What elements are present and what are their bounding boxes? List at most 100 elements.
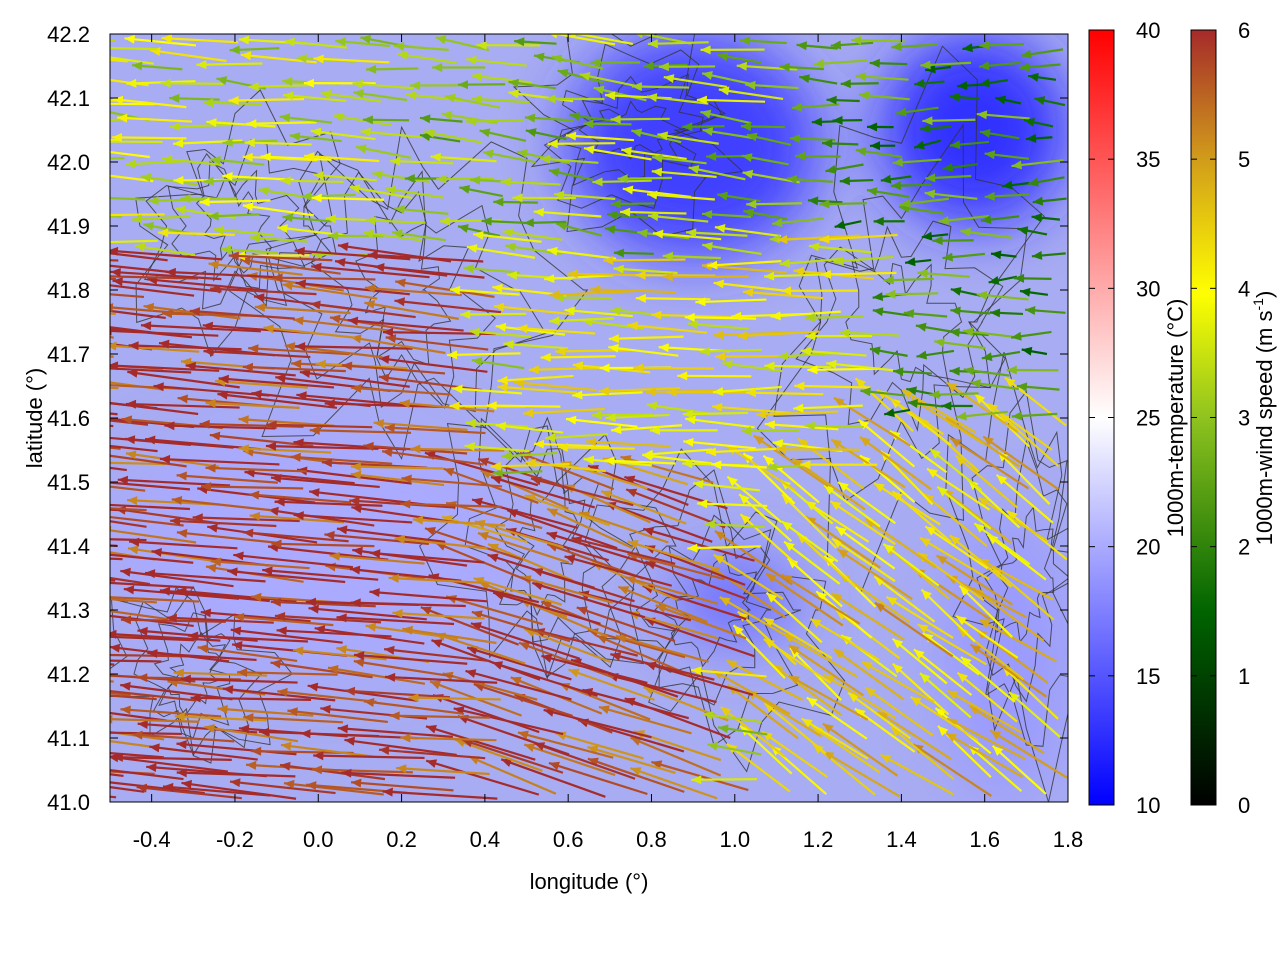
wind-vector (313, 54, 390, 64)
wind-vector (935, 554, 1014, 606)
wind-vector (788, 674, 869, 721)
wind-vector (920, 588, 976, 643)
wind-vector (687, 543, 761, 553)
wind-vector (858, 91, 910, 101)
x-tick-label: 1.8 (1053, 827, 1084, 852)
wind-vector (477, 531, 570, 564)
wind-vector (781, 493, 838, 549)
wind-vector (635, 293, 711, 303)
wind-vector (350, 778, 454, 792)
wind-vector (495, 421, 564, 434)
wind-vector (384, 423, 486, 435)
wind-vector (608, 334, 684, 344)
wind-vector (110, 157, 125, 160)
wind-vector (989, 729, 1068, 779)
wind-vector (557, 442, 635, 452)
wind-vector (203, 98, 262, 108)
wind-vector (825, 163, 864, 174)
x-tick-label: 1.2 (803, 827, 834, 852)
wind-vector (684, 312, 757, 322)
wind-vector (110, 711, 168, 722)
wind-vector (110, 118, 125, 122)
wind-vector (630, 767, 718, 800)
wind-vector (366, 64, 419, 74)
wind-vector (1011, 411, 1058, 421)
wind-vector (353, 658, 454, 678)
wind-vector (861, 660, 935, 704)
wind-vector (110, 99, 124, 103)
wind-vector (611, 424, 682, 435)
wind-vector (279, 761, 386, 781)
wind-vector (576, 606, 676, 643)
wind-vector (218, 374, 335, 389)
wind-vector (540, 352, 616, 362)
wind-vector (895, 106, 939, 117)
wind-vector (110, 579, 116, 582)
wind-vector (117, 113, 192, 123)
wind-vector (764, 271, 831, 281)
wind-vector (883, 408, 911, 418)
wind-vector (369, 588, 488, 603)
wind-vector (237, 668, 338, 677)
wind-vector (110, 635, 119, 639)
wind-vector (891, 42, 938, 52)
wind-vector (514, 37, 557, 47)
wind-vector (372, 170, 430, 183)
wind-vector (756, 409, 839, 419)
wind-vector (381, 448, 484, 466)
wind-vector (410, 444, 505, 454)
wind-vector (396, 50, 457, 64)
wind-vector (583, 119, 632, 129)
wind-vector (110, 752, 164, 759)
wind-vector (714, 224, 782, 238)
wind-vector (266, 420, 373, 430)
wind-vector (199, 197, 271, 207)
wind-vector (111, 132, 187, 142)
wind-vector (919, 672, 972, 719)
wind-vector (204, 724, 299, 743)
wind-vector (835, 525, 896, 570)
wind-vector (110, 596, 200, 603)
wind-vector (808, 242, 872, 254)
wind-vector (593, 85, 647, 102)
wind-vector (982, 435, 1059, 491)
wind-vector (110, 267, 222, 281)
wind-vector (110, 58, 128, 63)
wind-vector (796, 532, 857, 589)
wind-vector (425, 759, 540, 796)
wind-vector (378, 746, 486, 760)
wind-vector (732, 624, 786, 679)
wind-vector (497, 383, 577, 394)
wind-vector (745, 80, 799, 90)
wind-vector (655, 604, 747, 640)
wind-vector (180, 674, 298, 684)
contour-line (144, 139, 332, 310)
wind-vector (885, 289, 939, 299)
wind-vector (955, 614, 1019, 659)
wind-vector (625, 488, 726, 529)
wind-vector (770, 310, 841, 321)
temperature-colorbar-tick-label: 15 (1136, 664, 1160, 689)
wind-vector (938, 214, 990, 225)
wind-vector (209, 431, 314, 448)
wind-vector (117, 475, 231, 487)
wind-vector (598, 386, 681, 396)
wind-vector (110, 252, 168, 262)
wind-vector (1027, 72, 1057, 82)
wind-vector (481, 216, 525, 226)
wind-vector (280, 176, 344, 186)
wind-vector (610, 652, 715, 681)
wind-vector (960, 227, 1013, 239)
wind-vector (945, 732, 1023, 778)
wind-vector (854, 707, 916, 753)
wind-vector (613, 248, 654, 258)
wind-vector (926, 467, 991, 511)
wind-vector (364, 284, 462, 297)
wind-vector (1011, 330, 1052, 341)
wind-vector (436, 174, 495, 184)
wind-vector (136, 783, 242, 800)
wind-vector (929, 448, 983, 491)
wind-vector (444, 93, 501, 109)
wind-vector (949, 437, 1030, 490)
wind-vector (666, 387, 749, 397)
